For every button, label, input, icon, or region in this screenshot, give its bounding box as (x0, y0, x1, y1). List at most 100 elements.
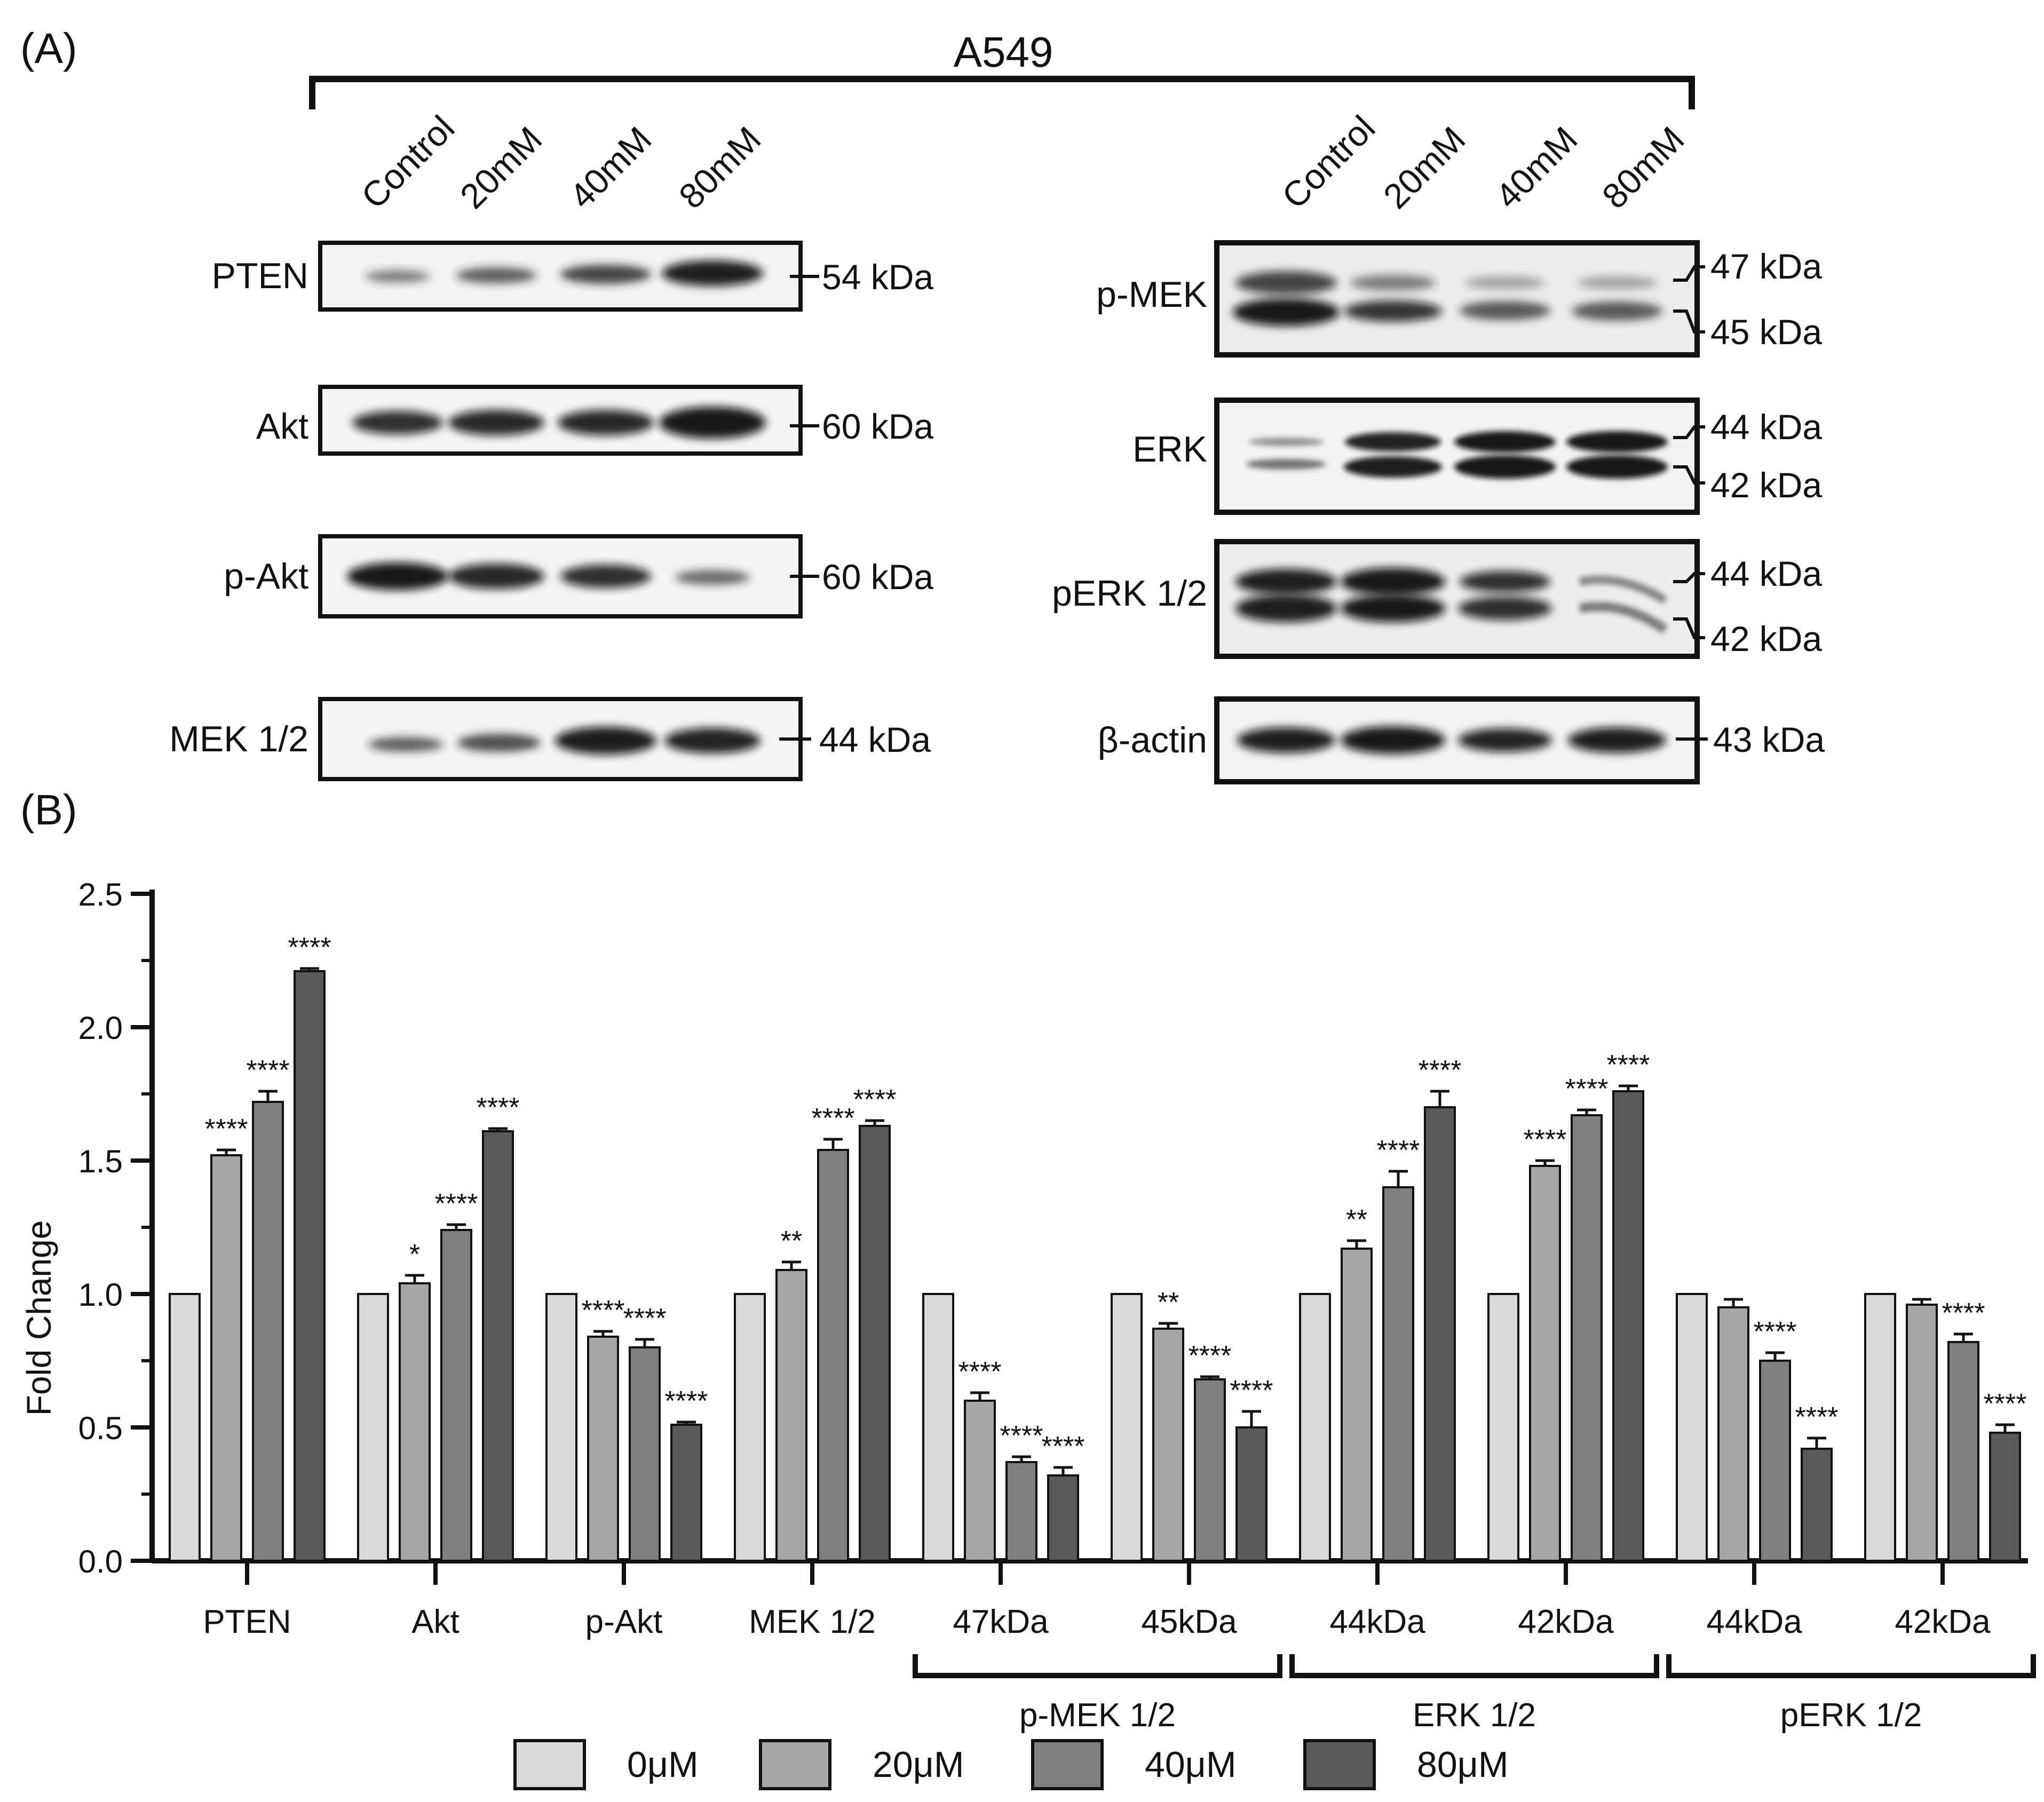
significance-label: **** (1419, 1055, 1462, 1086)
y-axis-label: Fold Change (20, 1220, 58, 1416)
bar (670, 1424, 702, 1562)
bar (482, 1130, 514, 1562)
lane-label: 20mM (453, 119, 550, 216)
bar (1906, 1304, 1938, 1562)
significance-label: ** (781, 1226, 802, 1257)
significance-label: **** (1754, 1316, 1797, 1347)
bar (734, 1293, 766, 1562)
lane-label: Control (354, 108, 462, 216)
significance-label: **** (853, 1084, 897, 1115)
lane-label: 40mM (1488, 119, 1585, 216)
cell-line-label: A549 (954, 28, 1053, 76)
lane-label: 80mM (671, 119, 769, 216)
bar (964, 1400, 996, 1562)
bar (1341, 1248, 1373, 1562)
kda-marker: 47 kDa (1710, 247, 1822, 286)
significance-label: **** (1984, 1388, 2027, 1419)
bar (1194, 1378, 1226, 1562)
bar (1487, 1293, 1519, 1562)
kda-marker: 42 kDa (1710, 465, 1822, 505)
bar (1424, 1106, 1456, 1562)
significance-label: **** (1042, 1431, 1085, 1462)
bar (1801, 1448, 1833, 1562)
significance-label: * (409, 1239, 420, 1270)
legend-swatch (1031, 1739, 1104, 1790)
blot-label: MEK 1/2 (169, 719, 308, 759)
blot-p-mek: p-MEK 47 kDa 45 kDa (1096, 240, 1822, 358)
panel-b-label: (B) (20, 786, 77, 833)
bar (1382, 1186, 1414, 1562)
legend-swatch (759, 1739, 831, 1790)
bar (1947, 1341, 1979, 1562)
bar (252, 1101, 284, 1562)
bar (775, 1269, 807, 1562)
significance-label: **** (582, 1295, 625, 1326)
lane-labels-left: Control 20mM 40mM 80mM (354, 108, 769, 216)
legend-label: 80μM (1417, 1744, 1508, 1785)
bar (357, 1293, 389, 1562)
y-tick-label: 1.5 (78, 1144, 123, 1179)
group-bracket (913, 1654, 1282, 1678)
bar (294, 970, 326, 1562)
bar (1759, 1360, 1791, 1562)
kda-marker: 43 kDa (1713, 720, 1825, 759)
lane-labels-right: Control 20mM 40mM 80mM (1274, 108, 1692, 216)
blot-label: β-actin (1098, 720, 1207, 760)
significance-label: **** (288, 932, 331, 963)
blot-erk: ERK 44 kDa 42 kDa (1132, 398, 1822, 515)
fold-change-bar-chart: Fold Change 0.0 0.5 1.0 1.5 2.0 2.5 PTEN Akt p-A… (20, 877, 2036, 1790)
significance-label: **** (665, 1386, 708, 1417)
x-tick-label: 42kDa (1895, 1603, 1991, 1640)
bar (1235, 1426, 1267, 1562)
lane-label: 20mM (1376, 119, 1473, 216)
x-tick-label: Akt (411, 1603, 459, 1640)
y-tick-label: 1.0 (78, 1277, 123, 1313)
significance-label: **** (1000, 1420, 1043, 1451)
group-label: ERK 1/2 (1413, 1697, 1536, 1734)
lane-label: Control (1274, 108, 1383, 216)
bar (1676, 1293, 1708, 1562)
x-tick-label: MEK 1/2 (749, 1603, 876, 1640)
significance-label: **** (958, 1356, 1002, 1387)
significance-label: ** (1158, 1287, 1179, 1318)
bar (1529, 1165, 1561, 1562)
kda-marker: 44 kDa (1710, 554, 1822, 593)
kda-marker: 44 kDa (819, 720, 931, 759)
blot-label: PTEN (212, 256, 308, 296)
bar (1152, 1328, 1184, 1562)
significance-label: **** (1942, 1298, 1985, 1329)
kda-marker: 42 kDa (1710, 619, 1822, 658)
y-tick-label: 2.0 (78, 1010, 123, 1046)
legend-label: 0μM (627, 1744, 699, 1785)
significance-label: ** (1346, 1204, 1367, 1235)
bar (1864, 1293, 1896, 1562)
bar (587, 1336, 619, 1562)
x-tick-label: 45kDa (1141, 1603, 1237, 1640)
bar (1047, 1474, 1079, 1562)
significance-label: **** (247, 1055, 290, 1086)
x-tick-label: 47kDa (953, 1603, 1049, 1640)
significance-label: **** (812, 1103, 855, 1134)
blot-akt: Akt 60 kDa (256, 385, 933, 456)
blot-pten: PTEN 54 kDa (212, 241, 933, 312)
significance-label: **** (1524, 1124, 1567, 1155)
chart-legend: 0μM 20μM 40μM 80μM (513, 1739, 1508, 1790)
x-tick-label: 44kDa (1706, 1603, 1802, 1640)
significance-label: **** (1565, 1074, 1609, 1105)
bar (440, 1229, 472, 1562)
blot-perk: pERK 1/2 44 kDa 42 kDa (1052, 539, 1822, 659)
x-tick-label: 42kDa (1518, 1603, 1614, 1640)
bar (629, 1346, 661, 1562)
y-tick-label: 2.5 (78, 877, 123, 912)
significance-label: **** (1230, 1375, 1273, 1406)
blot-label: ERK (1132, 429, 1207, 470)
significance-label: **** (477, 1092, 520, 1123)
cell-line-bracket: A549 (309, 28, 1695, 109)
kda-marker: 54 kDa (822, 257, 933, 297)
x-tick-label: p-Akt (585, 1603, 663, 1640)
significance-label: **** (1795, 1402, 1839, 1433)
chart-group-brackets: p-MEK 1/2 ERK 1/2 pERK 1/2 (913, 1654, 2036, 1734)
blot-label: pERK 1/2 (1052, 573, 1207, 614)
blot-p-akt: p-Akt 60 kDa (224, 534, 933, 618)
bar (1111, 1293, 1143, 1562)
